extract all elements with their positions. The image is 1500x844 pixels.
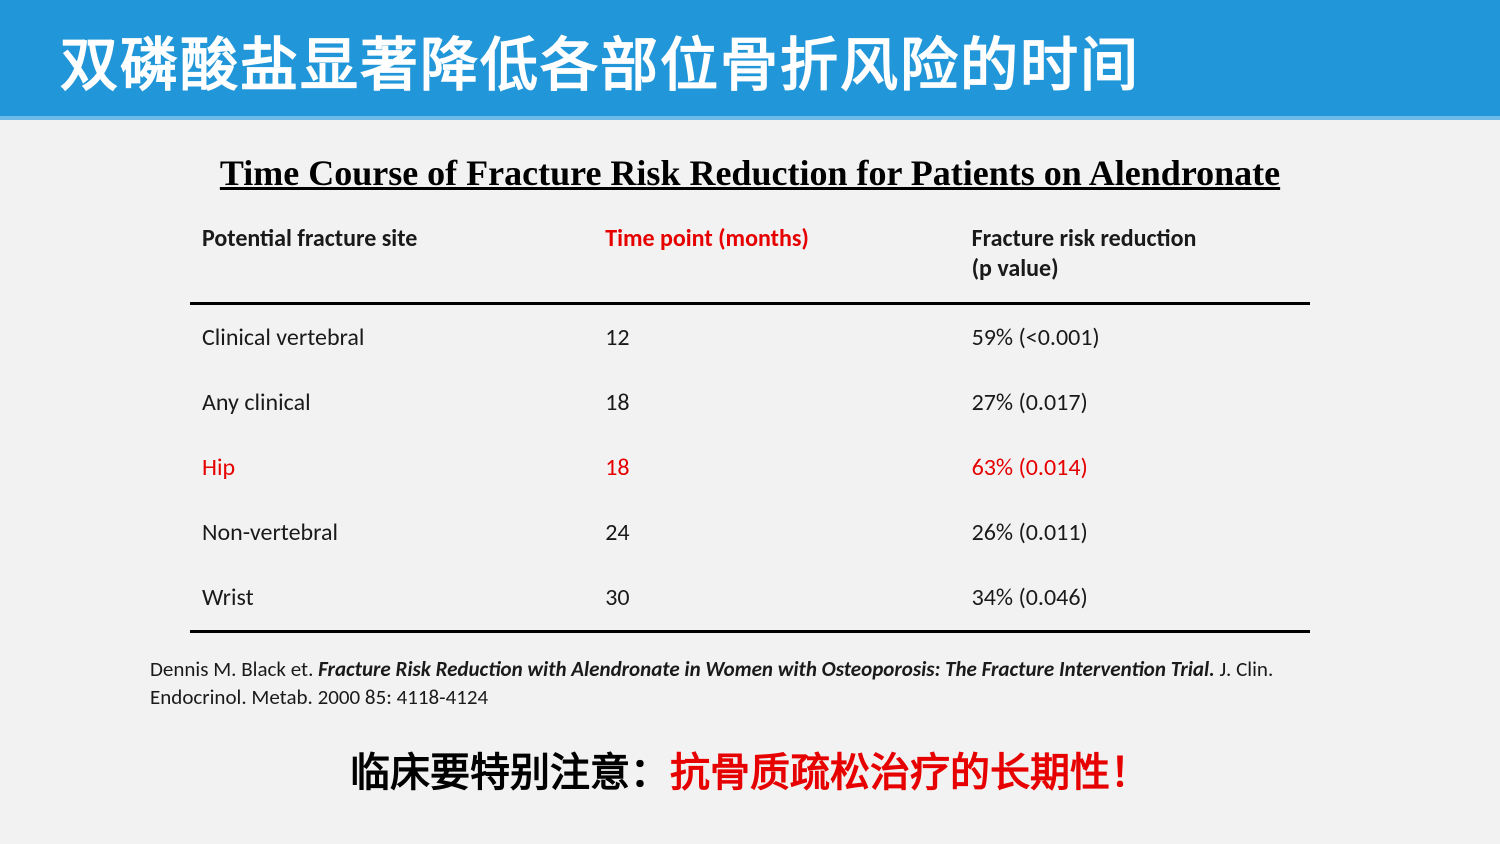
slide-header: 双磷酸盐显著降低各部位骨折风险的时间: [0, 0, 1500, 120]
col-header-time: Time point (months): [593, 214, 951, 304]
cell-site: Wrist: [190, 565, 593, 632]
cell-time: 24: [593, 500, 951, 565]
data-table-wrap: Potential fracture site Time point (mont…: [190, 214, 1310, 633]
table-row: Non-vertebral2426% (0.011): [190, 500, 1310, 565]
fracture-risk-table: Potential fracture site Time point (mont…: [190, 214, 1310, 633]
cell-time: 30: [593, 565, 951, 632]
cell-site: Any clinical: [190, 370, 593, 435]
cell-reduction: 26% (0.011): [952, 500, 1310, 565]
citation-title: Fracture Risk Reduction with Alendronate…: [318, 656, 1215, 682]
cell-time: 18: [593, 370, 951, 435]
table-header-row: Potential fracture site Time point (mont…: [190, 214, 1310, 304]
citation: Dennis M. Black et. Fracture Risk Reduct…: [150, 655, 1350, 712]
table-row: Clinical vertebral1259% (<0.001): [190, 304, 1310, 371]
cell-site: Non-vertebral: [190, 500, 593, 565]
slide-title: 双磷酸盐显著降低各部位骨折风险的时间: [60, 18, 1500, 102]
cell-time: 18: [593, 435, 951, 500]
slide-subtitle: Time Course of Fracture Risk Reduction f…: [0, 152, 1500, 194]
col-header-reduction-line1: Fracture risk reduction: [972, 224, 1197, 253]
footer-prefix: 临床要特别注意：: [350, 751, 670, 795]
footer-highlight: 抗骨质疏松治疗的长期性！: [670, 751, 1150, 795]
cell-site: Hip: [190, 435, 593, 500]
table-row: Wrist3034% (0.046): [190, 565, 1310, 632]
table-row: Hip1863% (0.014): [190, 435, 1310, 500]
cell-time: 12: [593, 304, 951, 371]
col-header-reduction: Fracture risk reduction (p value): [952, 214, 1310, 304]
col-header-reduction-line2: (p value): [972, 254, 1059, 283]
citation-author: Dennis M. Black et.: [150, 656, 318, 682]
cell-reduction: 59% (<0.001): [952, 304, 1310, 371]
col-header-site: Potential fracture site: [190, 214, 593, 304]
table-body: Clinical vertebral1259% (<0.001)Any clin…: [190, 304, 1310, 632]
cell-site: Clinical vertebral: [190, 304, 593, 371]
cell-reduction: 63% (0.014): [952, 435, 1310, 500]
cell-reduction: 34% (0.046): [952, 565, 1310, 632]
table-row: Any clinical1827% (0.017): [190, 370, 1310, 435]
cell-reduction: 27% (0.017): [952, 370, 1310, 435]
footer-note: 临床要特别注意：抗骨质疏松治疗的长期性！: [0, 740, 1500, 798]
